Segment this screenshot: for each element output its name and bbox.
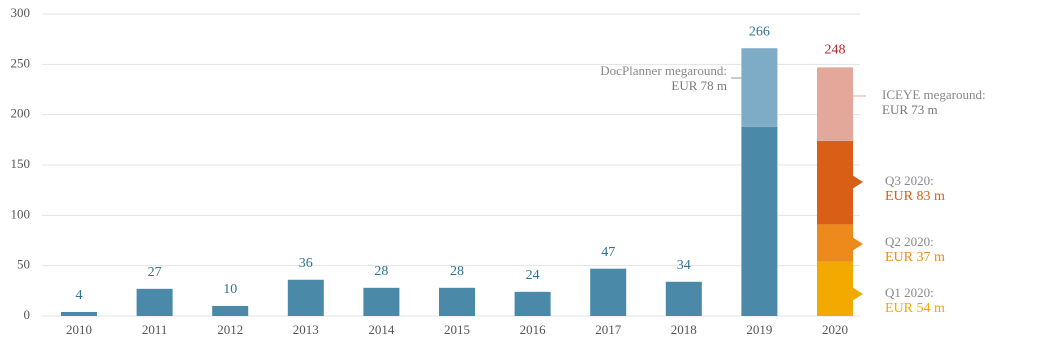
bar-segment [817,224,853,262]
annotation: Q2 2020: [885,234,934,249]
bar-segment [514,291,551,316]
x-tick-label: 2019 [746,322,772,337]
y-tick-label: 150 [11,156,31,171]
total-label: 28 [374,264,388,279]
x-tick-label: 2020 [822,322,848,337]
annotation-arrow [852,287,863,301]
bar-segment [817,261,853,316]
x-tick-label: 2011 [142,322,168,337]
total-label: 27 [148,265,162,280]
annotation: Q3 2020: [885,173,934,188]
bar-segment [590,268,627,316]
y-tick-label: 300 [11,5,31,20]
annotation: EUR 83 m [885,189,945,204]
x-tick-label: 2013 [293,322,319,337]
annotation: EUR 54 m [885,301,945,316]
annotation: EUR 37 m [885,250,945,265]
x-tick-label: 2010 [66,322,92,337]
total-label: 34 [677,258,691,273]
total-label: 4 [76,288,83,303]
total-label: 24 [526,268,540,283]
y-tick-label: 0 [24,307,31,322]
bar-segment [363,287,400,316]
total-label: 266 [749,24,770,39]
annotation-arrow [852,237,863,251]
annotation: EUR 73 m [882,102,938,117]
annotation-arrow [852,175,863,189]
bar-segment [136,288,173,316]
x-tick-label: 2017 [595,322,622,337]
y-tick-label: 50 [17,257,30,272]
total-label: 47 [601,245,615,260]
x-tick-label: 2015 [444,322,470,337]
y-tick-label: 200 [11,106,31,121]
x-tick-label: 2016 [520,322,547,337]
y-tick-label: 100 [11,206,31,221]
total-label: 248 [825,43,846,58]
annotation: ICEYE megaround: [882,87,986,102]
bar-segment [61,311,97,316]
x-tick-label: 2012 [217,322,243,337]
bar-segment [287,279,324,316]
annotation: Q1 2020: [885,285,934,300]
bar-segment [741,48,778,127]
bar-segment [439,287,475,316]
total-label: 36 [299,256,313,271]
total-label: 28 [450,264,464,279]
x-tick-label: 2018 [671,322,697,337]
bar-segment [817,67,853,141]
x-tick-label: 2014 [368,322,395,337]
annotation: DocPlanner megaround: [600,63,727,78]
annotation: EUR 78 m [671,78,727,93]
bar-segment [741,126,778,316]
total-label: 10 [223,282,237,297]
bar-segment [817,140,853,225]
y-tick-label: 250 [11,55,31,70]
bar-segment [665,281,702,316]
bar-segment [212,305,249,316]
